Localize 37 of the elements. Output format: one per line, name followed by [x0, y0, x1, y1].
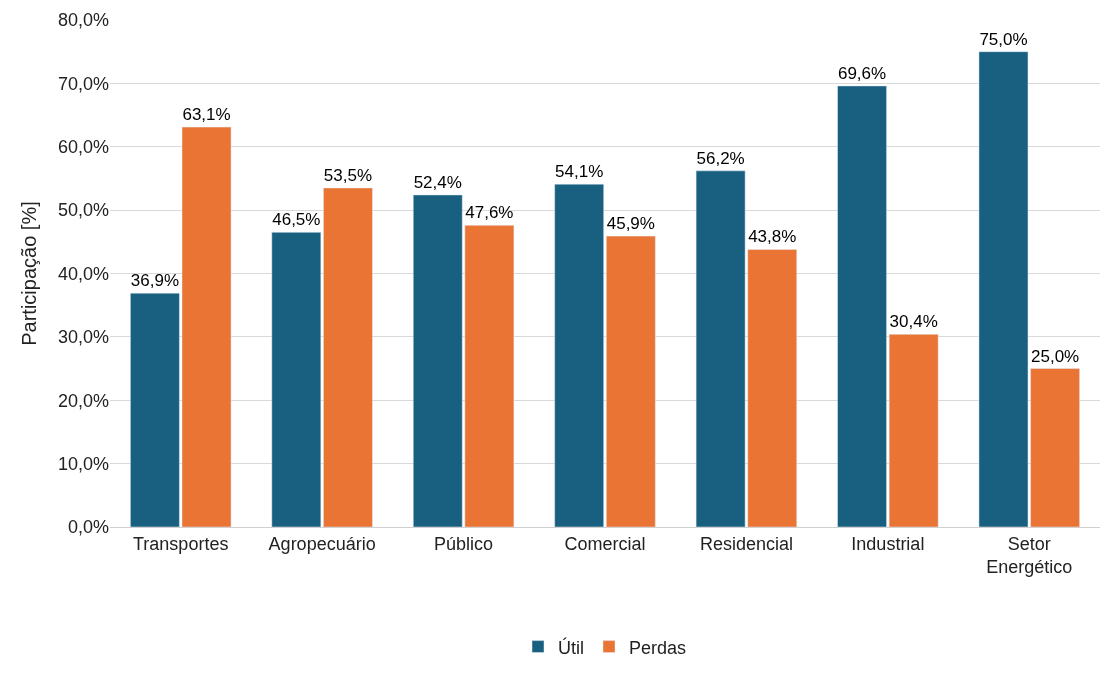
x-tick-label: Transportes [133, 533, 229, 554]
data-label: 46,5% [272, 210, 321, 230]
bar [606, 235, 656, 527]
data-label: 43,8% [748, 227, 797, 247]
data-label: 69,6% [837, 63, 887, 83]
x-tick-label: Residencial [699, 533, 793, 554]
data-label: 54,1% [555, 162, 604, 182]
y-tick-label: 50,0% [57, 200, 109, 221]
data-label: 52,4% [413, 172, 462, 192]
bar [554, 183, 604, 527]
legend-label: Perdas [629, 637, 687, 658]
data-label: 30,4% [889, 312, 938, 332]
y-tick-label: 20,0% [57, 390, 109, 411]
y-tick-label: 30,0% [57, 327, 109, 348]
x-tick-label: Setor Energético [986, 533, 1073, 577]
x-tick-label: Comercial [564, 533, 646, 554]
data-label: 75,0% [979, 29, 1028, 49]
y-tick-label: 80,0% [57, 10, 109, 31]
x-tick-label: Industrial [851, 533, 925, 554]
x-tick-label: Público [434, 533, 494, 554]
y-tick-label: 60,0% [57, 137, 109, 158]
data-label: 53,5% [323, 165, 373, 185]
bar [837, 85, 887, 527]
y-tick-label: 40,0% [57, 263, 109, 284]
data-label: 36,9% [130, 271, 179, 291]
y-axis-title: Participação [%] [18, 201, 41, 346]
data-label: 63,1% [182, 105, 231, 125]
x-tick-label: Agropecuário [268, 533, 376, 554]
data-label: 25,0% [1031, 346, 1080, 366]
data-label: 56,2% [696, 148, 745, 168]
y-tick-label: 0,0% [67, 517, 109, 538]
legend-label: Útil [558, 636, 584, 658]
data-label: 45,9% [606, 214, 655, 234]
y-tick-label: 70,0% [57, 73, 109, 94]
data-label: 47,6% [465, 203, 514, 223]
y-tick-label: 10,0% [57, 453, 109, 474]
bar [888, 334, 939, 527]
